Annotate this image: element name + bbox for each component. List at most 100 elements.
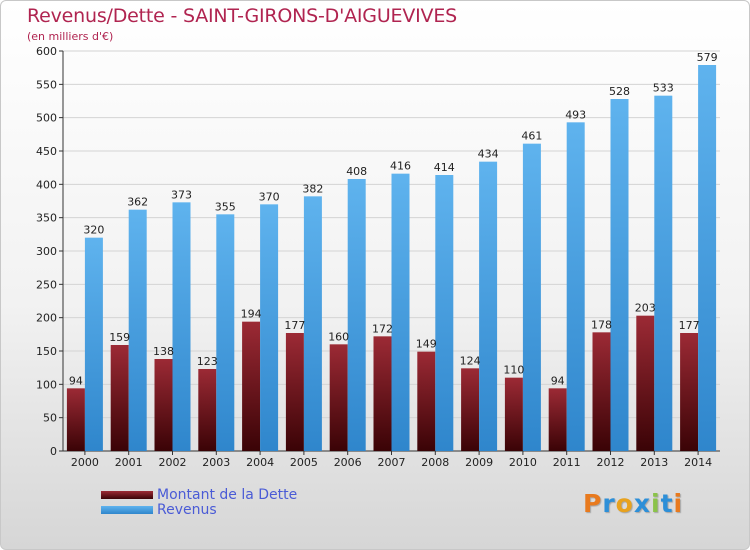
legend-item-revenue: Revenus [101,502,217,518]
logo-letter: r [602,489,616,518]
x-tick-label: 2011 [553,456,581,469]
x-tick-label: 2013 [640,456,668,469]
bar-revenue [654,95,673,452]
bar-debt [592,332,611,451]
data-label: 416 [390,160,411,173]
data-label: 124 [460,354,481,367]
data-label: 138 [153,345,174,358]
bar-debt [548,388,567,451]
y-tick-label: 600 [36,45,57,58]
data-label: 370 [259,190,280,203]
y-tick-label: 300 [36,245,57,258]
data-label: 579 [697,51,718,64]
bar-revenue [610,99,629,451]
legend-swatch-debt [101,491,153,499]
data-label: 408 [346,165,367,178]
logo-letter: o [615,489,634,518]
data-label: 194 [241,308,262,321]
bar-debt [285,333,304,451]
data-label: 149 [416,338,437,351]
bar-debt [373,336,392,451]
data-label: 172 [372,322,393,335]
bar-revenue [303,196,322,451]
x-tick-label: 2005 [290,456,318,469]
y-tick-label: 150 [36,345,57,358]
bar-debt [329,344,348,451]
logo-letter: P [583,489,603,518]
bar-revenue [128,209,147,451]
x-tick-label: 2006 [334,456,362,469]
data-label: 355 [215,200,236,213]
x-tick-label: 2001 [115,456,143,469]
data-label: 177 [284,319,305,332]
bar-debt [417,351,436,451]
data-label: 320 [83,224,104,237]
data-label: 178 [591,318,612,331]
legend-label-revenue: Revenus [157,502,217,518]
data-label: 159 [109,331,130,344]
bar-debt [66,388,85,451]
data-label: 94 [69,374,83,387]
data-label: 203 [635,302,656,315]
bar-debt [504,377,523,451]
data-label: 528 [609,85,630,98]
y-tick-label: 50 [43,412,57,425]
data-label: 493 [565,108,586,121]
x-tick-label: 2002 [159,456,187,469]
legend-item-debt: Montant de la Dette [101,487,297,503]
y-tick-label: 550 [36,78,57,91]
y-tick-label: 100 [36,378,57,391]
bar-revenue [566,122,585,451]
data-label: 373 [171,188,192,201]
bar-revenue [216,214,235,451]
data-label: 533 [653,82,674,95]
bar-revenue [698,65,717,451]
bar-debt [636,315,655,451]
data-labels: 94 320 159 362 138 373 123 355 194 370 177 382 160 40… [69,51,718,387]
data-label: 461 [521,130,542,143]
bars [66,65,717,452]
y-tick-label: 200 [36,312,57,325]
bar-debt [242,321,261,451]
logo-letter: i [673,489,684,518]
x-tick-label: 2014 [684,456,712,469]
logo-letter: i [651,489,661,518]
x-tick-label: 2008 [421,456,449,469]
y-tick-label: 250 [36,278,57,291]
data-label: 177 [679,319,700,332]
bar-debt [110,345,129,451]
chart-subtitle: (en milliers d'€) [27,30,114,43]
logo-letter: x [633,489,651,518]
legend-swatch-revenue [101,506,153,514]
x-tick-label: 2007 [378,456,406,469]
proxiti-logo: Proxiti [583,489,683,518]
x-tick-label: 2000 [71,456,99,469]
data-label: 434 [478,148,499,161]
y-tick-label: 450 [36,145,57,158]
bar-revenue [435,175,454,451]
data-label: 160 [328,330,349,343]
bar-debt [461,368,480,451]
bar-debt [198,369,217,451]
data-label: 110 [503,364,524,377]
data-label: 123 [197,355,218,368]
y-tick-label: 0 [50,445,57,458]
bar-revenue [479,161,498,451]
x-tick-label: 2012 [597,456,625,469]
y-tick-label: 500 [36,112,57,125]
data-label: 382 [302,182,323,195]
bar-revenue [172,202,191,451]
bar-revenue [347,179,366,451]
y-tick-label: 350 [36,212,57,225]
legend-label-debt: Montant de la Dette [157,487,298,503]
bar-debt [680,333,699,451]
x-tick-label: 2003 [202,456,230,469]
data-label: 94 [551,374,565,387]
bar-revenue [84,237,103,451]
bar-revenue [522,143,541,451]
x-tick-label: 2004 [246,456,274,469]
y-tick-label: 400 [36,178,57,191]
data-label: 414 [434,161,455,174]
